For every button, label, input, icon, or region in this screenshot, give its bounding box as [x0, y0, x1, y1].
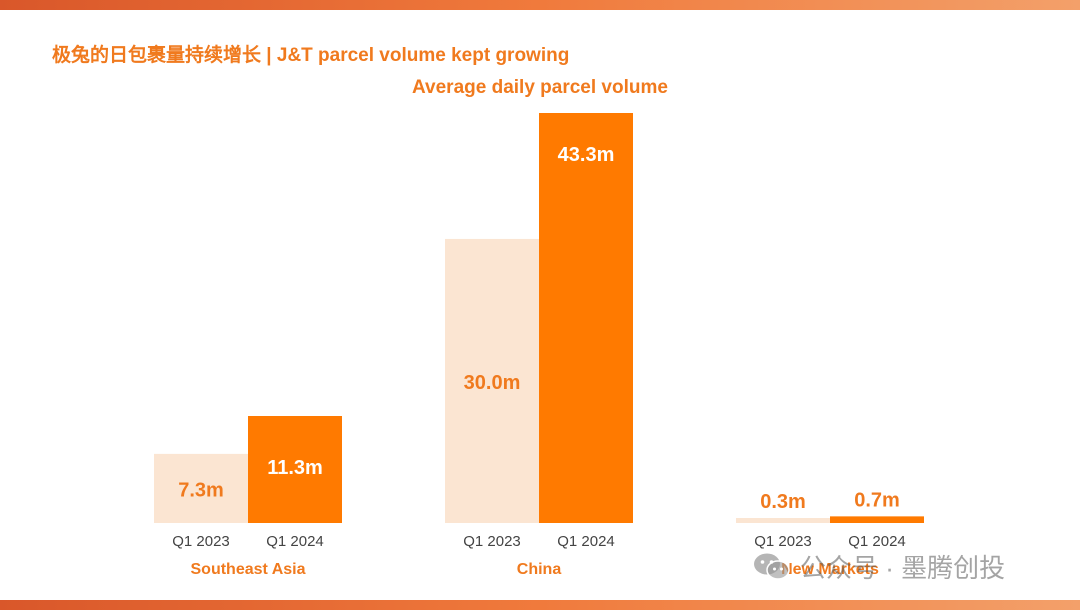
x-tick-label: Q1 2023 — [754, 533, 812, 550]
x-tick-label: Q1 2024 — [557, 533, 615, 550]
bar — [830, 516, 924, 523]
data-label: 0.7m — [854, 489, 900, 511]
bar — [736, 518, 830, 523]
bottom-accent-bar — [0, 600, 1080, 610]
slide-title: 极兔的日包裹量持续增长 | J&T parcel volume kept gro… — [52, 45, 570, 66]
category-label: China — [517, 561, 562, 578]
x-tick-label: Q1 2023 — [463, 533, 521, 550]
x-tick-label: Q1 2024 — [848, 533, 906, 550]
category-label: New Markets — [781, 561, 879, 578]
data-label: 11.3m — [267, 457, 323, 479]
data-label: 7.3m — [178, 479, 224, 501]
data-label: 30.0m — [464, 372, 521, 394]
x-tick-label: Q1 2024 — [266, 533, 324, 550]
bar — [248, 416, 342, 523]
bar — [539, 113, 633, 523]
x-tick-label: Q1 2023 — [172, 533, 230, 550]
data-label: 43.3m — [558, 144, 615, 166]
bar — [154, 453, 248, 523]
category-label: Southeast Asia — [191, 561, 306, 578]
bar — [445, 238, 539, 523]
chart-title: Average daily parcel volume — [412, 77, 668, 98]
data-label: 0.3m — [760, 491, 806, 513]
top-accent-bar — [0, 0, 1080, 10]
